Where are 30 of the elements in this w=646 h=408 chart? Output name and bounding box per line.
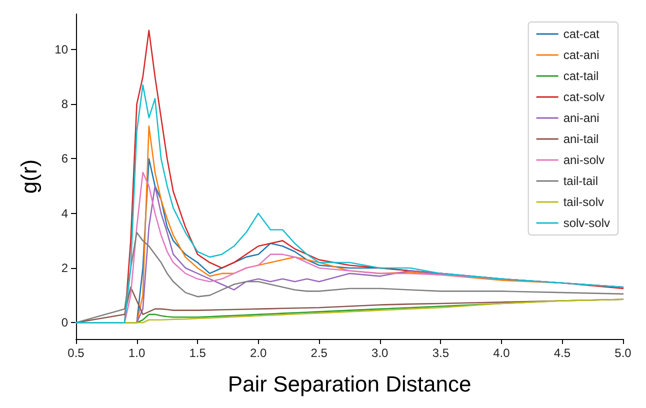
x-tick-label: 4.0 [493, 346, 510, 360]
legend-label: cat-ani [563, 48, 600, 62]
y-tick-label: 4 [61, 206, 68, 220]
line-series [75, 84, 624, 324]
x-tick-label: 3.5 [432, 346, 450, 360]
legend-label: cat-tail [563, 69, 599, 83]
x-axis-title: Pair Separation Distance [228, 372, 472, 396]
x-tick-label: 4.5 [554, 346, 571, 360]
y-tick-label: 2 [61, 260, 68, 275]
x-tick-label: 5.0 [614, 346, 632, 360]
y-tick-label: 6 [61, 152, 68, 166]
x-tick-label: 2.5 [310, 346, 328, 360]
legend-label: solv-solv [563, 216, 610, 230]
legend-label: tail-solv [563, 195, 604, 209]
legend-label: ani-ani [563, 111, 600, 125]
x-tick-label: 0.5 [68, 346, 85, 360]
legend-label: ani-tail [563, 132, 599, 146]
x-tick-label: 1.5 [189, 346, 206, 360]
y-tick-label: 0 [61, 316, 68, 330]
legend-label: cat-solv [563, 90, 605, 104]
y-axis-title: g(r) [16, 159, 42, 194]
y-tick-label: 10 [54, 42, 68, 57]
legend-label: tail-tail [563, 174, 598, 188]
x-tick-label: 3.0 [372, 346, 389, 360]
y-tick-label: 8 [61, 97, 68, 112]
legend-label: cat-cat [563, 27, 600, 41]
x-tick-label: 2.0 [250, 346, 267, 360]
legend-label: ani-solv [563, 153, 605, 167]
x-tick-label: 1.0 [128, 346, 146, 360]
line-series [75, 232, 624, 324]
